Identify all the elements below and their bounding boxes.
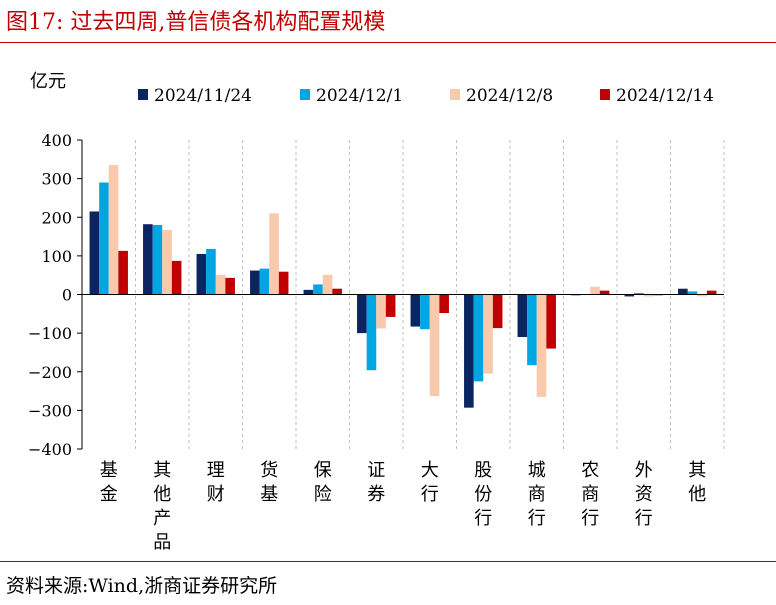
x-category-label: 保险 — [314, 460, 332, 505]
legend: 2024/11/24 2024/12/1 2024/12/8 2024/12/14 — [138, 86, 714, 106]
x-category-label: 证券 — [367, 460, 385, 505]
bar — [313, 284, 323, 295]
bar — [464, 294, 474, 408]
x-category-label: 外资行 — [635, 460, 653, 529]
bar — [590, 286, 600, 295]
bar — [366, 294, 377, 371]
bar — [250, 270, 260, 295]
bar — [492, 294, 503, 329]
source-note: 资料来源:Wind,浙商证券研究所 — [6, 575, 278, 597]
bar — [322, 274, 333, 295]
bar — [624, 294, 635, 297]
y-tick-label: 100 — [41, 247, 72, 266]
bar — [152, 224, 163, 295]
y-tick-label: −300 — [28, 401, 72, 420]
y-tick-label: 0 — [62, 286, 72, 305]
y-axis-unit-label: 亿元 — [30, 71, 66, 92]
bar — [171, 260, 182, 295]
x-category-label: 大行 — [421, 460, 439, 505]
y-tick-label: −400 — [28, 440, 72, 459]
bar — [546, 294, 556, 349]
x-category-label: 城商行 — [528, 460, 546, 529]
x-category-label: 理财 — [207, 460, 225, 505]
bar — [143, 224, 153, 295]
bar — [357, 294, 367, 334]
bar — [420, 294, 430, 330]
x-category-label: 其他产品 — [153, 460, 171, 553]
x-category-label: 农商行 — [581, 460, 599, 529]
footer-divider — [0, 561, 776, 562]
bar — [259, 268, 270, 295]
x-category-label: 其他 — [688, 460, 706, 505]
legend-swatch — [450, 89, 460, 100]
bar — [634, 292, 644, 295]
bar — [643, 294, 654, 297]
bar — [473, 294, 484, 382]
x-category-label: 基金 — [100, 460, 118, 505]
legend-label: 2024/12/8 — [466, 86, 553, 106]
bar — [678, 288, 688, 295]
bar — [196, 253, 207, 295]
y-tick-label: −200 — [28, 363, 72, 382]
bar — [697, 294, 707, 297]
y-tick-label: 200 — [41, 208, 72, 227]
bar — [303, 289, 314, 295]
bar-chart: 400 300 200 100 0 −100 −200 −300 −400 基金 其他产品 理财货基… — [28, 71, 725, 553]
bar — [706, 290, 717, 295]
y-tick-label: 300 — [41, 170, 72, 189]
title-divider — [0, 42, 776, 43]
y-tick-labels: 400 300 200 100 0 −100 −200 −300 −400 — [28, 131, 72, 459]
bar — [89, 211, 100, 295]
bar — [206, 248, 216, 295]
bar — [332, 288, 342, 295]
x-category-label: 货基 — [260, 460, 278, 505]
bar — [162, 229, 172, 295]
bar — [385, 294, 396, 317]
bar — [118, 250, 128, 295]
bar — [108, 165, 119, 295]
bar — [215, 274, 226, 295]
legend-label: 2024/12/1 — [316, 86, 403, 106]
bar — [527, 294, 537, 366]
bar — [517, 294, 528, 337]
legend-swatch — [600, 89, 610, 100]
legend-label: 2024/12/14 — [616, 86, 714, 106]
legend-swatch — [300, 89, 310, 100]
bar — [429, 294, 440, 397]
legend-label: 2024/11/24 — [154, 86, 252, 106]
x-category-label: 股份行 — [474, 460, 492, 529]
bar — [687, 291, 698, 295]
bar — [225, 277, 235, 295]
bar — [410, 294, 421, 327]
figure-title: 图17: 过去四周,普信债各机构配置规模 — [6, 10, 386, 35]
axes — [77, 139, 724, 450]
bar — [278, 271, 289, 295]
bar — [536, 294, 547, 397]
bar — [439, 294, 449, 314]
bar — [483, 294, 493, 374]
y-tick-label: 400 — [41, 131, 72, 150]
bar — [376, 294, 386, 329]
bar — [99, 182, 109, 295]
legend-swatch — [138, 89, 148, 100]
bar — [599, 290, 610, 295]
y-tick-label: −100 — [28, 324, 72, 343]
bar — [269, 213, 279, 295]
